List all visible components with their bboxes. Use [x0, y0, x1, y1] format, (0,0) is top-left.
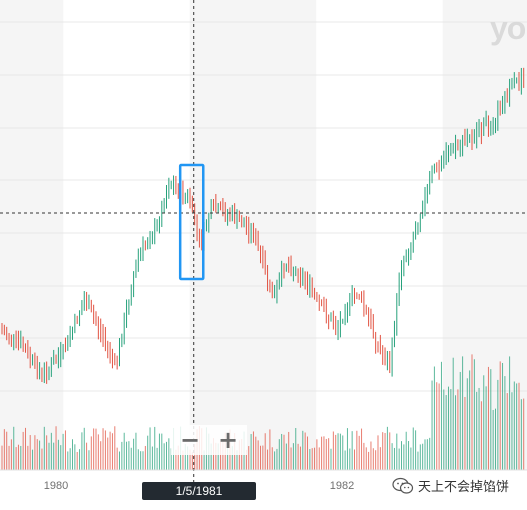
x-axis-label-1980: 1980 — [43, 480, 69, 492]
wechat-attribution: 天上不会掉馅饼 — [392, 476, 509, 495]
year-band-2 — [442, 0, 527, 470]
zoom-out-button[interactable]: − — [179, 426, 201, 454]
year-band-0 — [0, 0, 64, 470]
attribution-text: 天上不会掉馅饼 — [418, 480, 510, 495]
zoom-controls: − + — [171, 425, 247, 455]
crosshair-date-label: 1/5/1981 — [142, 482, 256, 500]
x-axis-label-1982: 1982 — [329, 480, 355, 492]
brand-watermark: yo — [490, 10, 526, 46]
wechat-icon — [392, 477, 414, 494]
highlight-box — [178, 163, 205, 281]
zoom-in-button[interactable]: + — [217, 426, 239, 454]
